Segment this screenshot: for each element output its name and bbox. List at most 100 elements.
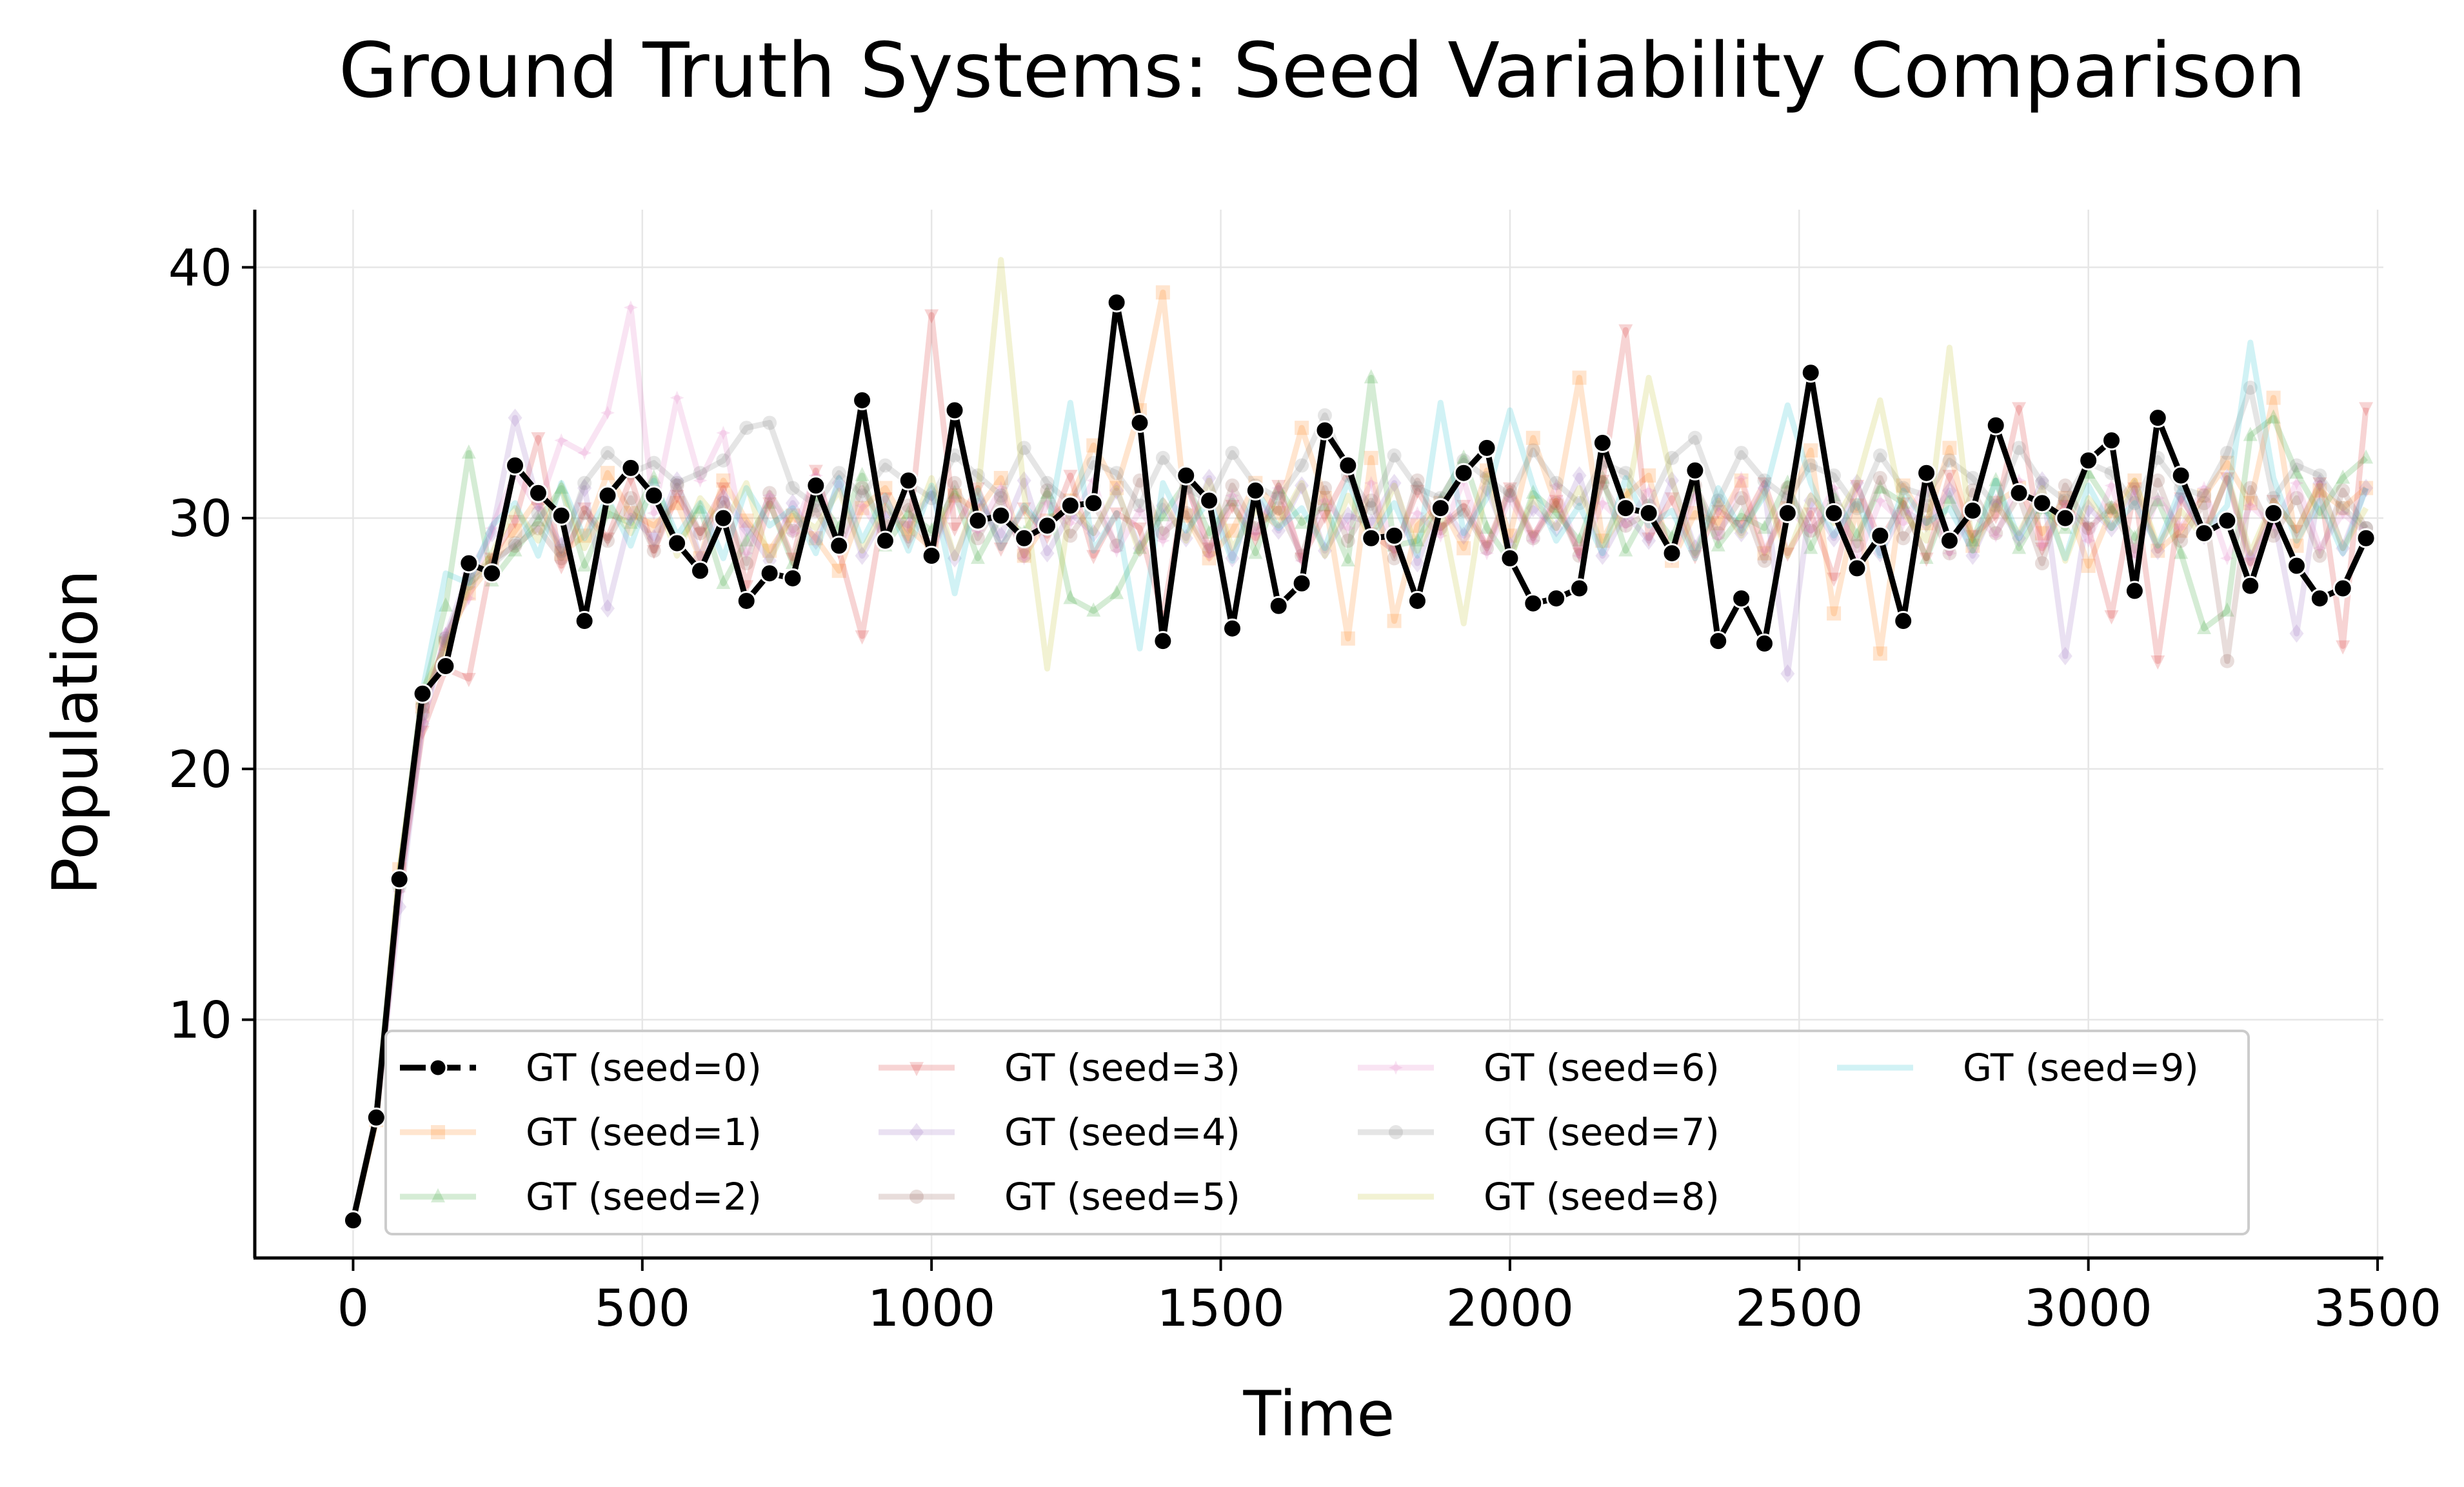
data-point (508, 408, 522, 427)
data-point (508, 536, 522, 551)
data-point (1757, 519, 1772, 534)
data-point (670, 495, 684, 510)
data-point (1734, 507, 1749, 522)
data-point (1777, 503, 1798, 523)
data-point (948, 549, 962, 568)
data-point (438, 597, 453, 612)
data-point (1153, 631, 1173, 652)
data-point (2289, 524, 2304, 539)
legend-marker (909, 1190, 924, 1204)
data-point (623, 300, 638, 315)
data-point (808, 531, 823, 550)
legend-marker (1389, 1125, 1403, 1139)
data-point (1711, 515, 1725, 530)
data-point (1942, 489, 1957, 504)
data-point (484, 521, 499, 535)
data-point (1985, 415, 2006, 435)
data-point (1549, 478, 1564, 493)
data-point (2289, 458, 2304, 473)
data-point (993, 491, 1008, 506)
data-point (2243, 481, 2258, 495)
data-point (601, 466, 615, 481)
data-point (2127, 548, 2142, 563)
data-point (1965, 470, 1980, 485)
data-point (875, 530, 895, 551)
legend-label: GT (seed=1) (526, 1110, 762, 1154)
data-point (1317, 408, 1332, 423)
y-tick-label: 10 (168, 992, 232, 1050)
data-point (597, 485, 618, 506)
data-point (1040, 475, 1055, 490)
data-point (948, 491, 962, 506)
data-point (667, 533, 688, 554)
data-point (623, 506, 638, 521)
data-point (2336, 469, 2350, 484)
data-point (1225, 549, 1240, 568)
data-point (1734, 473, 1749, 488)
data-point (716, 453, 731, 468)
data-point (1271, 521, 1286, 540)
data-point (1942, 546, 1957, 561)
data-point (2032, 493, 2052, 514)
data-point (1823, 503, 1844, 523)
data-point (2336, 506, 2350, 521)
data-point (1014, 528, 1035, 548)
data-point (1340, 552, 1355, 567)
data-point (1225, 478, 1240, 493)
data-point (461, 444, 476, 459)
data-point (1962, 501, 1983, 521)
data-point (898, 470, 919, 491)
data-point (531, 432, 546, 446)
data-point (1245, 480, 1266, 501)
x-tick-label: 3000 (2024, 1280, 2152, 1338)
data-point (1618, 518, 1633, 533)
data-point (1109, 507, 1124, 522)
data-point (1525, 531, 1540, 546)
data-point (901, 504, 916, 519)
data-point (762, 488, 777, 503)
data-point (1387, 448, 1402, 463)
data-point (1780, 664, 1795, 683)
data-point (1456, 503, 1471, 518)
data-point (601, 534, 615, 548)
data-point (2151, 473, 2165, 488)
data-point (2012, 402, 2027, 417)
data-point (577, 557, 592, 572)
data-point (716, 495, 731, 510)
data-point (461, 673, 476, 688)
data-point (2012, 539, 2027, 554)
data-point (412, 683, 433, 704)
data-point (1572, 466, 1587, 485)
series-line (350, 375, 2369, 1221)
data-point (1757, 543, 1772, 558)
data-point (1017, 548, 1031, 563)
data-point (693, 499, 708, 514)
data-point (1317, 481, 1332, 495)
data-point (1271, 506, 1286, 521)
data-point (1896, 497, 1911, 512)
data-point (1502, 483, 1517, 498)
data-point (785, 494, 800, 513)
data-point (670, 471, 684, 490)
data-point (646, 544, 661, 559)
data-point (1870, 525, 1891, 546)
data-point (1364, 369, 1378, 384)
data-point (646, 528, 661, 548)
data-point (2336, 501, 2350, 515)
data-point (855, 501, 869, 515)
series-layer (343, 257, 2376, 1231)
data-point (739, 556, 754, 571)
data-point (2312, 541, 2327, 555)
data-point (1572, 548, 1587, 563)
data-point (670, 490, 684, 504)
data-point (1502, 491, 1517, 506)
data-point (1268, 595, 1289, 616)
data-point (1572, 495, 1587, 510)
legend-label: GT (seed=3) (1004, 1046, 1240, 1090)
data-point (2034, 556, 2049, 571)
data-point (2034, 471, 2049, 490)
data-point (1803, 443, 1818, 458)
data-point (1155, 526, 1170, 541)
data-point (1800, 363, 1821, 383)
data-point (2286, 555, 2307, 576)
